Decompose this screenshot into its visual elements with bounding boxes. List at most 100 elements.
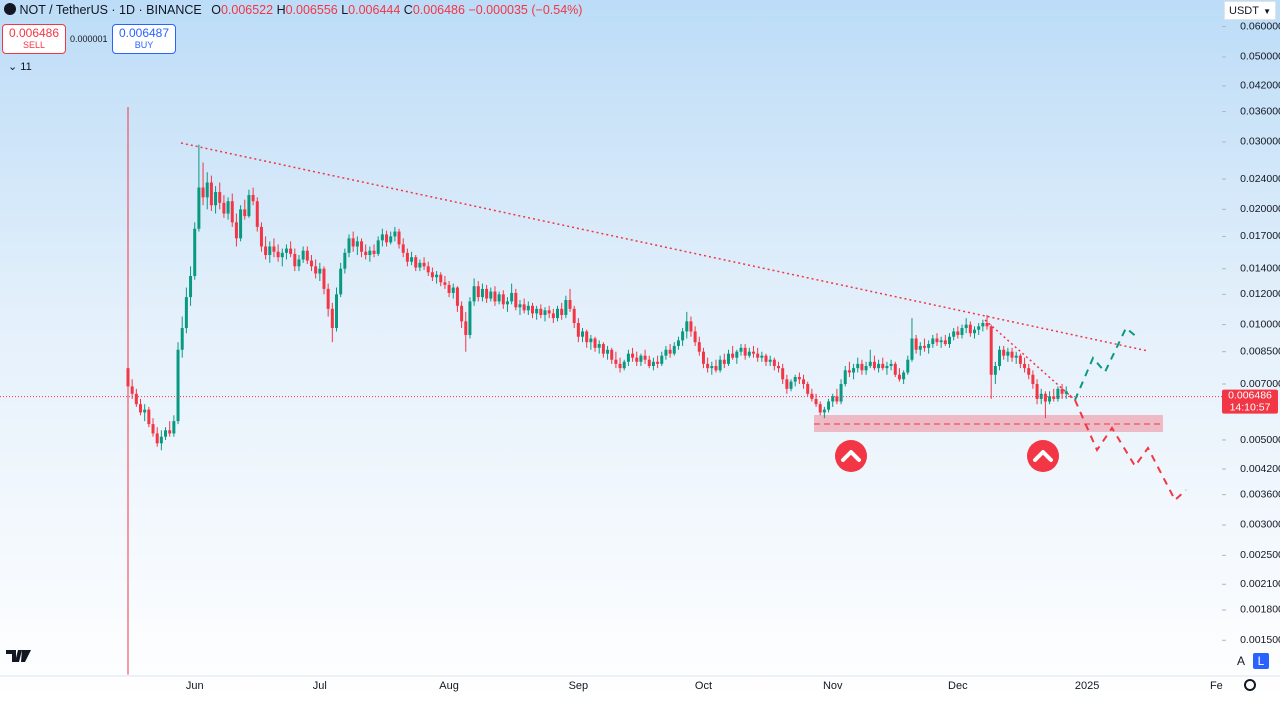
candle-body [1068,395,1072,397]
candle-body [264,246,268,256]
candle-body [593,338,597,348]
candle-body [635,357,639,362]
candle-body [193,228,197,276]
candle-body [747,351,751,356]
candle-body [389,236,393,243]
candle-body [889,363,893,366]
log-scale-button[interactable]: L [1253,653,1269,669]
candle-body [676,340,680,346]
indicator-count: 11 [20,61,32,73]
trend-line [984,319,1076,401]
candle-body [581,331,585,337]
y-tick-label: 0.024000 [1240,173,1280,185]
candle-body [564,299,568,315]
candle-body [159,436,163,444]
candle-body [176,349,180,422]
candle-body [560,308,564,315]
candle-body [447,284,451,293]
candle-body [460,305,464,322]
candle-body [197,187,201,229]
ohlc-value: 0.006486 [412,3,465,17]
y-tick-label: 0.014000 [1240,262,1280,274]
candle-body [364,251,368,256]
candle-body [130,386,134,394]
indicators-toggle[interactable]: ⌄ 11 [8,61,32,73]
candle-body [722,359,726,364]
candle-body [347,238,351,253]
candle-body [681,331,685,341]
tradingview-logo [6,650,31,662]
last-price-label: 0.006486 [1228,389,1272,401]
candle-body [222,202,226,214]
candle-body [497,294,501,302]
candle-body [847,370,851,373]
candle-body [739,347,743,352]
candle-body [797,377,801,380]
candle-body [556,308,560,319]
candle-body [906,359,910,373]
candle-body [589,338,593,343]
candle-body [426,266,430,273]
candle-body [226,201,230,214]
sell-button[interactable]: 0.006486 SELL [2,24,66,54]
candle-body [1002,349,1006,356]
y-tick-label: 0.007000 [1240,378,1280,390]
candle-body [518,304,522,308]
y-tick-label: 0.005000 [1240,434,1280,446]
x-tick-label: Aug [439,680,459,692]
candle-body [397,231,401,245]
candle-body [485,288,489,299]
candle-body [806,383,810,394]
candle-body [380,234,384,241]
candle-body [243,209,247,217]
x-tick-label: Dec [948,680,968,692]
candle-body [572,308,576,324]
candle-body [910,338,914,360]
candle-body [802,379,806,384]
candle-body [480,288,484,298]
candle-body [568,299,572,309]
candle-body [376,240,380,254]
candle-body [505,301,509,305]
candle-body [1006,351,1010,356]
y-tick-label: 0.020000 [1240,203,1280,215]
symbol-title: NOT / TetherUS · 1D · BINANCE [19,3,202,17]
candle-body [1056,388,1060,399]
change: −0.000035 (−0.54%) [468,3,583,17]
candle-body [139,404,143,413]
candle-body [1027,368,1031,375]
currency-select[interactable]: USDT ▼ [1224,1,1276,20]
candle-body [622,361,626,369]
candle-body [931,338,935,345]
candle-body [268,246,272,256]
candle-body [897,374,901,380]
auto-scale-button[interactable]: A [1236,654,1245,668]
candle-body [1010,351,1014,358]
candle-body [276,251,280,258]
candle-body [973,329,977,334]
candle-body [368,250,372,256]
candle-body [439,274,443,283]
y-tick-label: 0.002500 [1240,549,1280,561]
y-tick-label: 0.003600 [1240,488,1280,500]
candle-body [251,195,255,202]
buy-button[interactable]: 0.006487 BUY [112,24,176,54]
ohlc-value: 0.006522 [220,3,274,17]
candle-body [343,252,347,269]
candle-body [606,349,610,354]
candle-body [522,304,526,311]
settings-button[interactable] [1244,679,1256,691]
candle-body [189,275,193,298]
candle-body [943,340,947,345]
candle-body [201,187,205,198]
bounce-marker [1027,440,1059,472]
currency: USDT [1229,5,1259,17]
candle-body [305,250,309,261]
ohlc-label: O [211,3,221,17]
candle-body [1048,396,1052,402]
sell-label: SELL [22,40,46,50]
x-tick-label: Jul [313,680,327,692]
candle-body [272,246,276,252]
